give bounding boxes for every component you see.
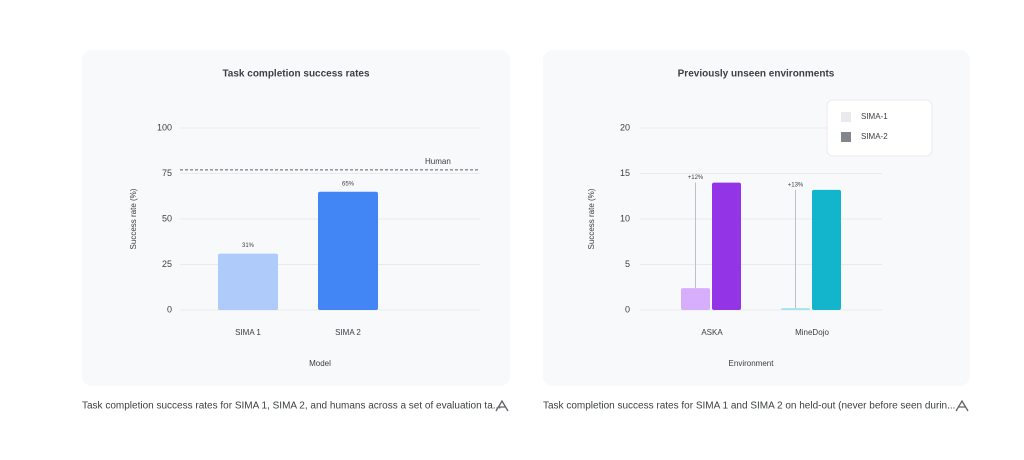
y-tick-label: 5 <box>625 259 630 269</box>
annotation: +12% <box>688 175 704 181</box>
legend-swatch <box>841 132 851 142</box>
y-tick-label: 10 <box>620 213 630 223</box>
y-tick-label: 75 <box>162 168 172 178</box>
expand-icon[interactable] <box>955 399 969 412</box>
icon[interactable] <box>955 399 969 412</box>
legend-label: SIMA-1 <box>861 112 888 121</box>
y-axis-label: Success rate (%) <box>587 188 596 249</box>
y-tick-label: 100 <box>157 122 172 132</box>
x-tick-label: MineDojo <box>795 328 829 337</box>
legend <box>826 99 933 157</box>
chart-title: Task completion success rates <box>222 69 370 80</box>
bar <box>712 182 741 310</box>
bar <box>681 288 710 310</box>
reference-label: Human <box>425 157 451 166</box>
x-tick-label: SIMA 2 <box>335 328 361 337</box>
chart-card <box>82 50 510 386</box>
chart-title: Previously unseen environments <box>678 69 835 80</box>
expand-icon[interactable] <box>495 399 509 412</box>
bar <box>781 308 810 310</box>
y-tick-label: 0 <box>625 304 630 314</box>
legend-label: SIMA-2 <box>861 132 888 141</box>
y-tick-label: 20 <box>620 122 630 132</box>
y-tick-label: 0 <box>167 304 172 314</box>
annotation: +13% <box>788 182 804 188</box>
x-tick-label: ASKA <box>701 328 723 337</box>
bar <box>218 253 278 310</box>
bar <box>318 191 378 310</box>
icon[interactable] <box>495 399 509 412</box>
y-tick-label: 25 <box>162 259 172 269</box>
caption: Task completion success rates for SIMA 1… <box>82 401 501 412</box>
x-axis-label: Environment <box>729 359 775 368</box>
caption: Task completion success rates for SIMA 1… <box>543 401 955 412</box>
y-axis-label: Success rate (%) <box>129 188 138 249</box>
x-tick-label: SIMA 1 <box>235 328 261 337</box>
legend-swatch <box>841 112 851 122</box>
y-tick-label: 50 <box>162 213 172 223</box>
value-label: 31% <box>242 243 255 249</box>
y-tick-label: 15 <box>620 168 630 178</box>
bar <box>812 189 841 310</box>
x-axis-label: Model <box>309 359 331 368</box>
value-label: 65% <box>342 181 355 187</box>
